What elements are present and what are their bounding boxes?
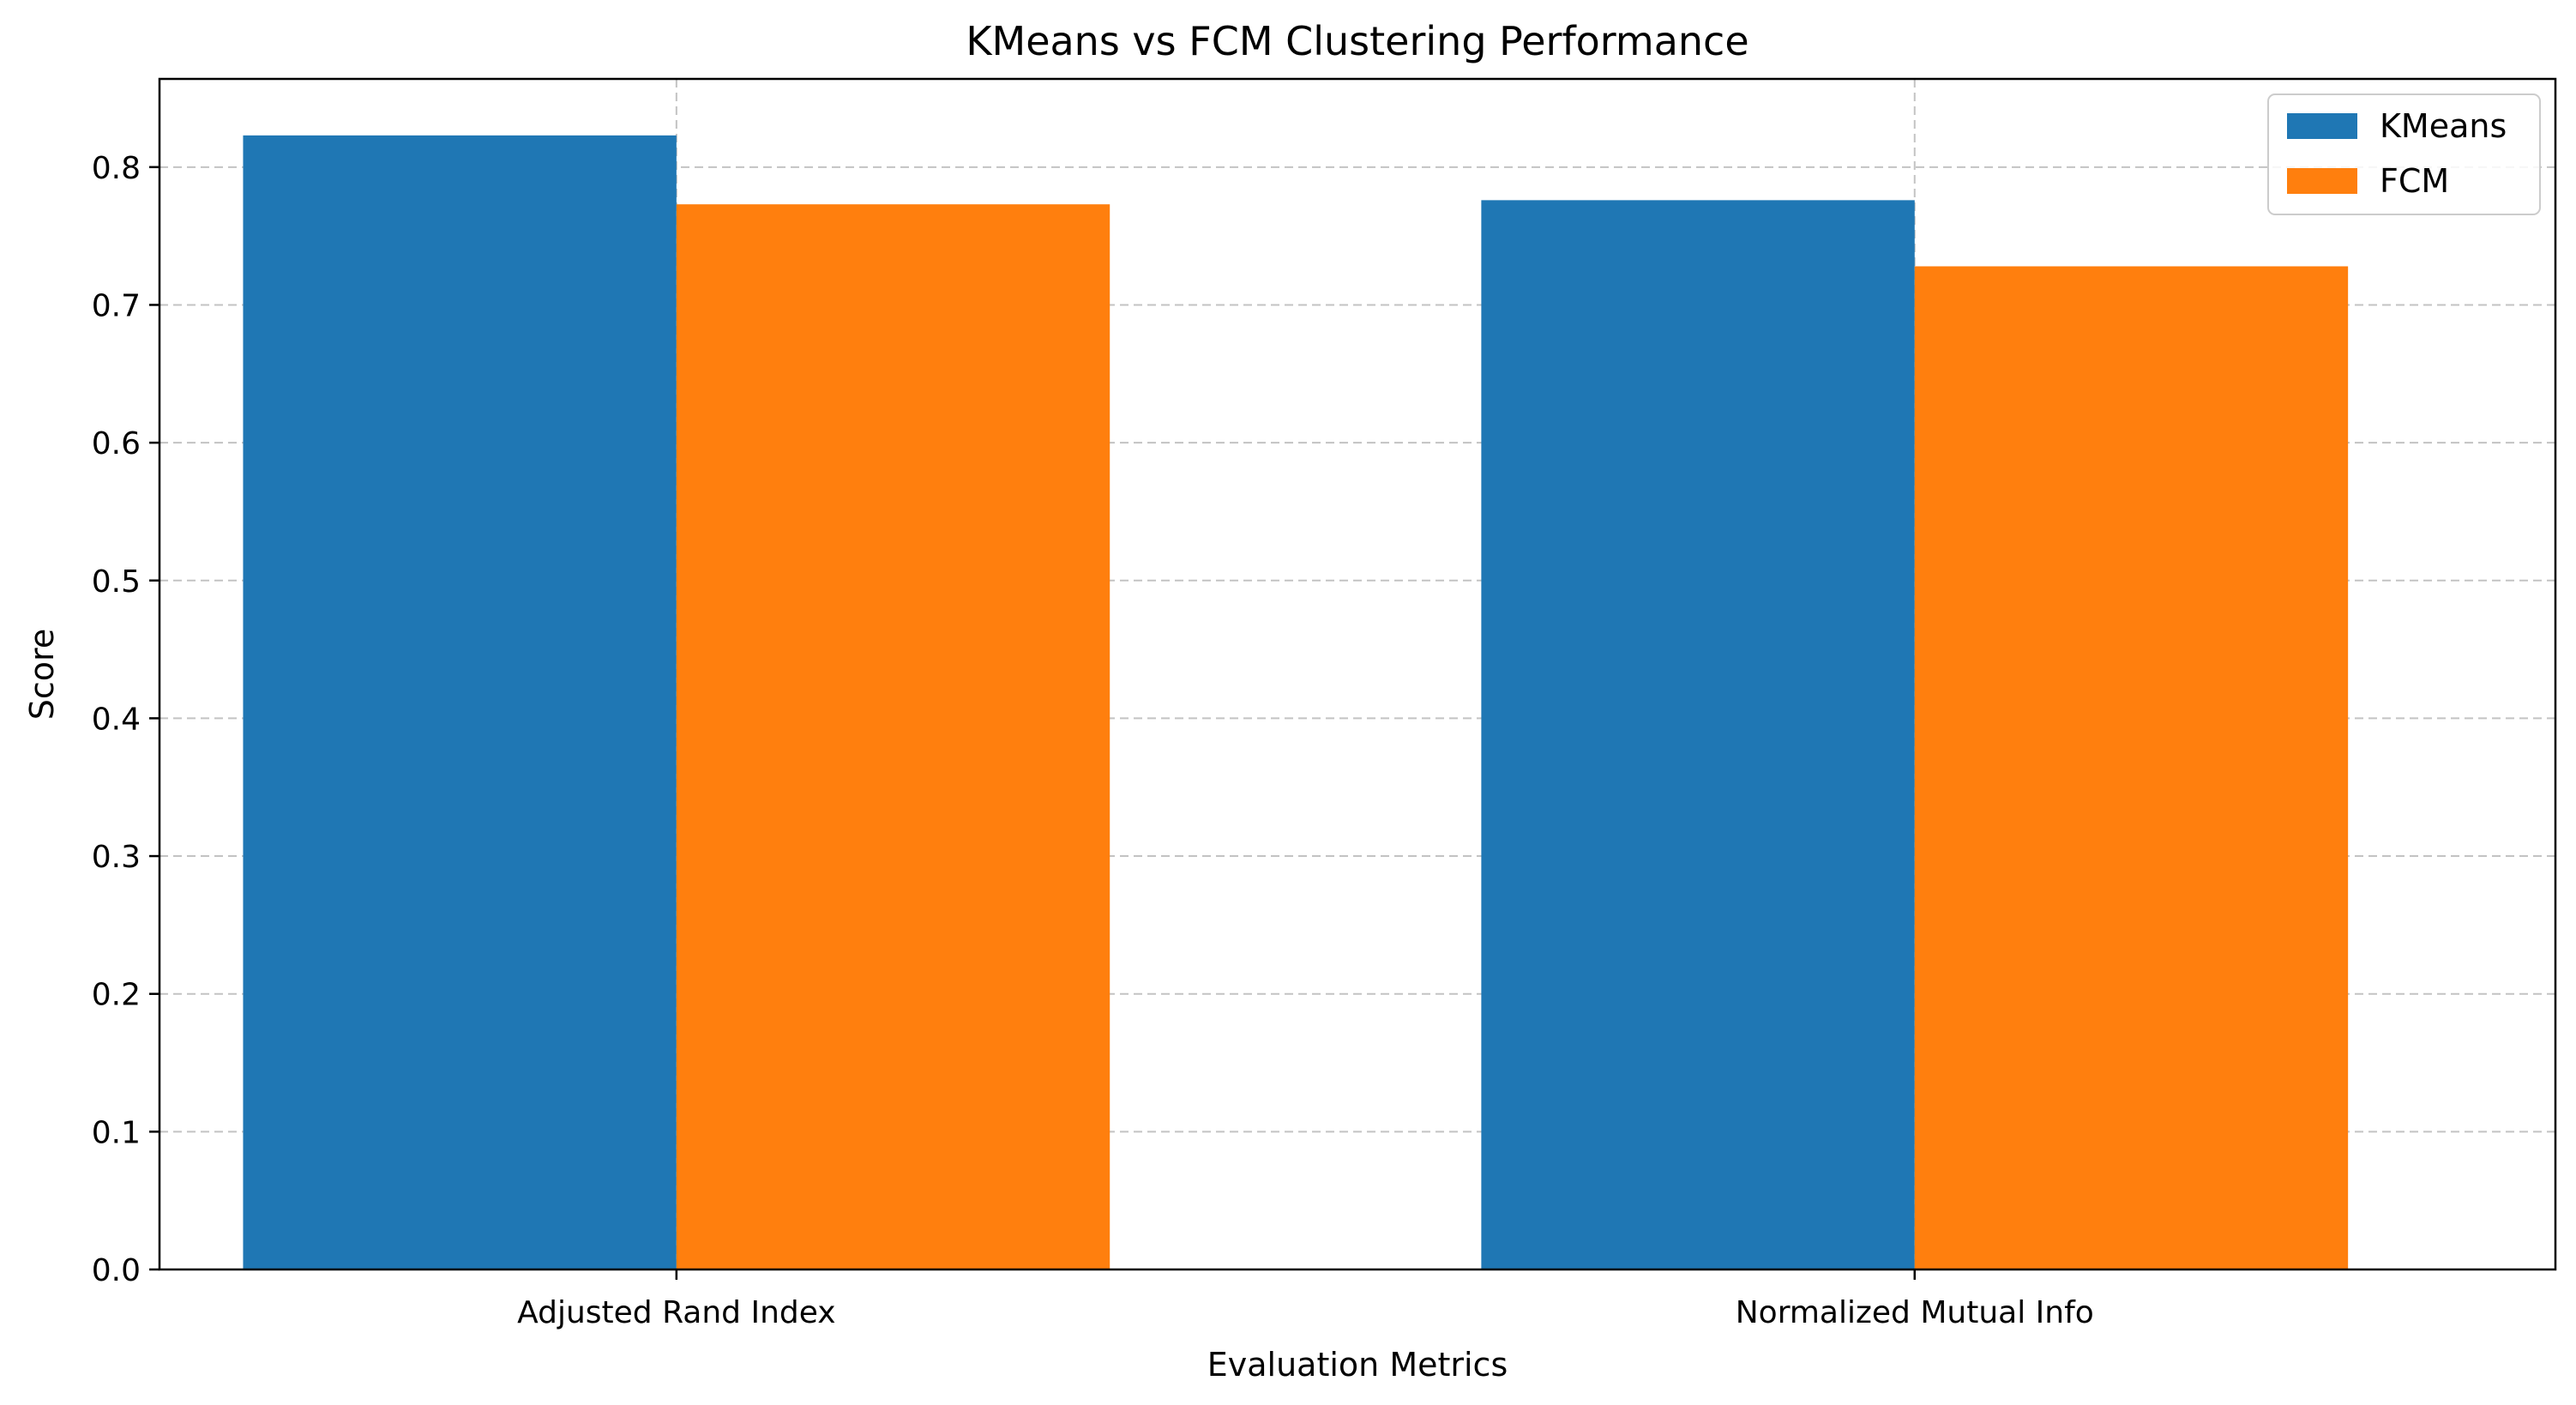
- y-tick-label: 0.5: [92, 564, 141, 600]
- bar-kmeans-1: [1481, 200, 1915, 1270]
- legend-swatch-fcm: [2287, 168, 2357, 194]
- plot-frame: [158, 77, 2557, 1271]
- y-tick-label: 0.1: [92, 1115, 141, 1150]
- legend-label-kmeans: KMeans: [2380, 107, 2507, 145]
- legend-label-fcm: FCM: [2380, 162, 2449, 200]
- y-tick-label: 0.4: [92, 702, 141, 737]
- x-tick-label: Normalized Mutual Info: [1736, 1295, 2094, 1330]
- y-tick-label: 0.6: [92, 426, 141, 461]
- bar-kmeans-0: [243, 135, 677, 1270]
- x-axis-label: Evaluation Metrics: [1207, 1346, 1508, 1384]
- y-tick-label: 0.8: [92, 151, 141, 186]
- y-tick-label: 0.0: [92, 1253, 141, 1288]
- y-axis-label: Score: [23, 629, 61, 720]
- legend-swatch-kmeans: [2287, 113, 2357, 139]
- bar-layer: [243, 135, 2349, 1270]
- bar-fcm-1: [1914, 266, 2349, 1270]
- bar-fcm-0: [676, 204, 1110, 1269]
- x-tick-label: Adjusted Rand Index: [517, 1295, 835, 1330]
- tick-layer: 0.0 0.1 0.2 0.3 0.4 0.5 0.6 0.7 0.8 Adjusted Rand…: [92, 151, 2094, 1330]
- y-tick-label: 0.3: [92, 840, 141, 875]
- legend: KMeans FCM: [2267, 93, 2541, 215]
- y-tick-label: 0.7: [92, 288, 141, 323]
- chart-title: KMeans vs FCM Clustering Performance: [966, 18, 1748, 64]
- y-tick-label: 0.2: [92, 978, 141, 1013]
